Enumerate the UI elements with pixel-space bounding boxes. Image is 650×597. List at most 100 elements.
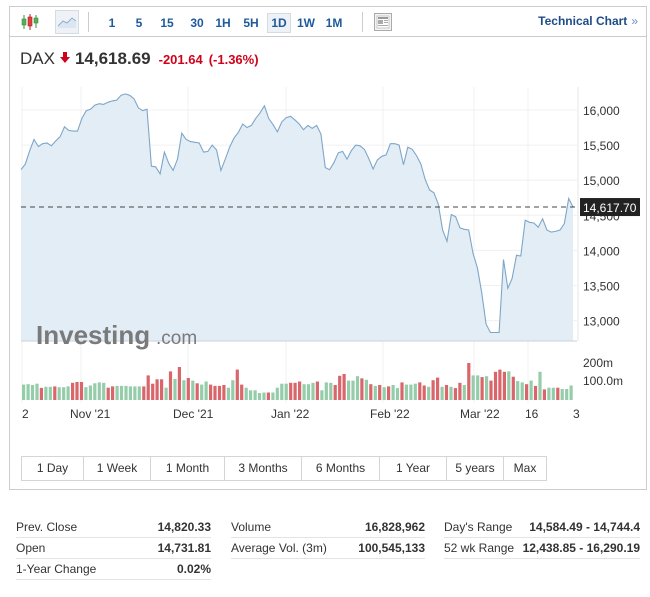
volume-bar bbox=[538, 371, 542, 400]
volume-bar bbox=[257, 393, 262, 400]
y-axis-tick: 14,000 bbox=[583, 244, 620, 258]
price-chart[interactable]: Investing .com16,00015,50015,00014,50014,… bbox=[10, 7, 648, 447]
x-axis-tick: Jan '22 bbox=[271, 407, 310, 421]
volume-bar bbox=[88, 385, 92, 400]
x-axis-tick: Nov '21 bbox=[70, 407, 111, 421]
range-max[interactable]: Max bbox=[504, 457, 546, 480]
volume-bar bbox=[79, 382, 84, 400]
volume-bar bbox=[35, 383, 39, 400]
volume-bar bbox=[293, 382, 297, 400]
volume-bar bbox=[418, 382, 422, 400]
stat-value: 14,820.33 bbox=[157, 520, 211, 534]
volume-bar bbox=[119, 385, 124, 400]
interval-1[interactable]: 1 bbox=[108, 16, 116, 30]
volume-bar bbox=[431, 380, 435, 400]
volume-bar bbox=[93, 383, 97, 400]
price-change-percent: (-1.36%) bbox=[208, 51, 259, 67]
volume-bar bbox=[493, 371, 498, 400]
volume-bar bbox=[160, 379, 164, 400]
volume-bar bbox=[311, 382, 315, 400]
interval-30[interactable]: 30 bbox=[190, 16, 204, 30]
interval-1m[interactable]: 1M bbox=[325, 16, 343, 30]
volume-bar bbox=[498, 369, 502, 400]
range-5-years[interactable]: 5 years bbox=[447, 457, 504, 480]
volume-bar bbox=[387, 386, 391, 400]
volume-bar bbox=[458, 382, 462, 400]
volume-bar bbox=[177, 367, 181, 400]
volume-bar bbox=[173, 378, 177, 400]
volume-bar bbox=[280, 383, 284, 400]
stat-volume: Volume 16,828,962 bbox=[231, 517, 425, 538]
volume-bar bbox=[449, 386, 453, 400]
interval-1w[interactable]: 1W bbox=[297, 16, 315, 30]
stat-1-year-change: 1-Year Change 0.02% bbox=[16, 559, 211, 580]
range-1-year[interactable]: 1 Year bbox=[380, 457, 447, 480]
price-line bbox=[20, 93, 574, 334]
range-1-day[interactable]: 1 Day bbox=[22, 457, 84, 480]
interval-1d[interactable]: 1D bbox=[267, 13, 291, 33]
volume-bar bbox=[355, 376, 360, 400]
volume-bar bbox=[146, 375, 150, 400]
volume-bar bbox=[97, 382, 101, 400]
x-axis-tick: Dec '21 bbox=[173, 407, 214, 421]
y-axis-tick: 13,000 bbox=[583, 315, 620, 329]
candlestick-chart-icon[interactable] bbox=[18, 10, 42, 34]
x-axis-tick: 2 bbox=[22, 407, 29, 421]
volume-bar bbox=[409, 384, 413, 400]
stat-value: 12,438.85 - 16,290.19 bbox=[522, 541, 640, 555]
toolbar-divider bbox=[362, 12, 363, 32]
interval-5[interactable]: 5 bbox=[135, 16, 143, 30]
price-area bbox=[21, 93, 573, 342]
stat-value: 14,584.49 - 14,744.4 bbox=[529, 520, 640, 534]
stats-column-1: Prev. Close 14,820.33 Open 14,731.81 1-Y… bbox=[16, 517, 211, 580]
volume-bar bbox=[231, 380, 235, 400]
volume-bar bbox=[44, 386, 48, 400]
volume-bar bbox=[485, 376, 489, 400]
volume-bar bbox=[324, 382, 328, 400]
volume-bar bbox=[204, 381, 208, 400]
volume-bar bbox=[244, 387, 248, 400]
volume-bar bbox=[284, 383, 288, 400]
volume-bar bbox=[213, 385, 217, 400]
range-1-week[interactable]: 1 Week bbox=[84, 457, 151, 480]
volume-bar bbox=[462, 385, 466, 400]
volume-bar bbox=[151, 383, 155, 400]
volume-bar bbox=[137, 386, 141, 400]
interval-1h[interactable]: 1H bbox=[215, 16, 231, 30]
x-axis-tick: 3 bbox=[573, 407, 580, 421]
volume-bar bbox=[507, 371, 511, 400]
interval-5h[interactable]: 5H bbox=[243, 16, 259, 30]
volume-bar bbox=[22, 384, 26, 400]
volume-bar bbox=[520, 382, 524, 400]
volume-bar bbox=[75, 382, 79, 400]
volume-bar bbox=[529, 380, 533, 400]
stat-label: Volume bbox=[231, 520, 272, 534]
interval-15[interactable]: 15 bbox=[160, 16, 174, 30]
volume-bar bbox=[351, 380, 355, 400]
symbol-name: DAX bbox=[20, 49, 55, 68]
x-axis-tick: Feb '22 bbox=[370, 407, 410, 421]
volume-bar bbox=[164, 387, 168, 400]
volume-bar bbox=[275, 387, 279, 400]
volume-bar bbox=[502, 371, 506, 400]
range-1-month[interactable]: 1 Month bbox=[151, 457, 225, 480]
volume-bar bbox=[547, 387, 551, 400]
volume-bar bbox=[66, 386, 70, 400]
chart-layout-icon[interactable] bbox=[371, 10, 395, 34]
area-chart-icon[interactable] bbox=[55, 10, 79, 34]
range-3-months[interactable]: 3 Months bbox=[225, 457, 302, 480]
current-price-label: 14,617.70 bbox=[583, 201, 637, 215]
volume-bar bbox=[102, 382, 106, 400]
y-axis-tick: 13,500 bbox=[583, 280, 620, 294]
range-6-months[interactable]: 6 Months bbox=[302, 457, 380, 480]
volume-bar bbox=[338, 375, 342, 400]
volume-bar bbox=[249, 390, 253, 400]
stat-value: 14,731.81 bbox=[157, 541, 211, 555]
volume-bar bbox=[222, 385, 226, 400]
volume-bar bbox=[391, 385, 395, 400]
stat-52-week-range: 52 wk Range 12,438.85 - 16,290.19 bbox=[444, 538, 640, 559]
volume-bar bbox=[298, 381, 302, 400]
volume-bar bbox=[217, 385, 222, 400]
volume-bar bbox=[476, 375, 480, 400]
technical-chart-link[interactable]: Technical Chart» bbox=[538, 14, 638, 28]
